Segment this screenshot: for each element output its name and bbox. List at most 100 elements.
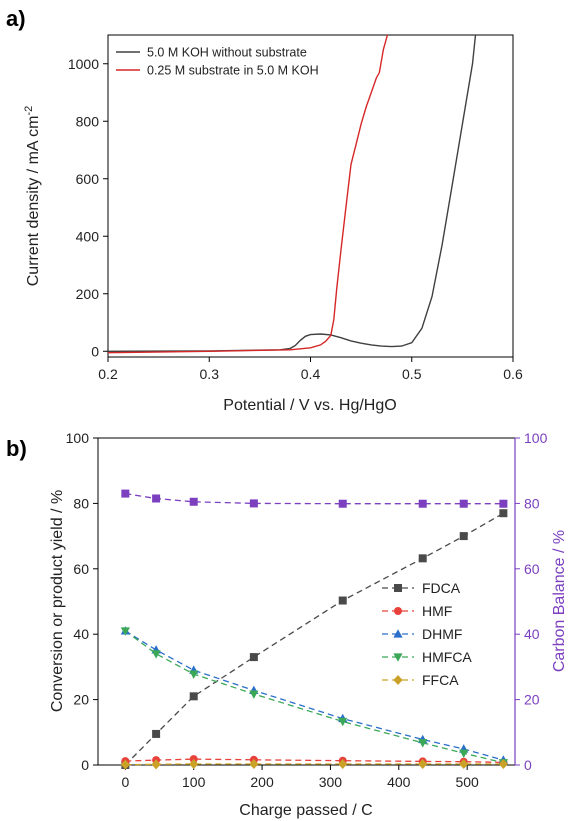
series-points-dhmf xyxy=(120,626,508,764)
x-tick-label: 0 xyxy=(121,774,129,790)
y-tick-label: 20 xyxy=(73,692,89,708)
data-point-ffca xyxy=(120,759,130,770)
x-tick-label: 200 xyxy=(250,774,274,790)
panel-b-right-y-label: Carbon Balance / % xyxy=(551,530,568,672)
y-tick-label: 80 xyxy=(73,495,89,511)
panel-a-y-ticks: 0 200 400 600 800 1000 xyxy=(68,56,108,359)
data-point-hmfca xyxy=(418,739,428,748)
x-tick-label: 0.5 xyxy=(402,366,422,382)
x-tick-label: 300 xyxy=(319,774,343,790)
y-tick-label: 200 xyxy=(76,286,100,302)
data-point-hmfca xyxy=(189,670,199,679)
right-y-tick-label: 40 xyxy=(524,626,540,642)
data-point-carbon-balance xyxy=(152,494,161,503)
series-line-ffca xyxy=(125,763,504,766)
x-tick-label: 500 xyxy=(455,774,479,790)
series-line-dhmf xyxy=(124,630,504,761)
data-point-carbon-balance xyxy=(121,489,130,498)
data-point-hmfca xyxy=(459,749,469,759)
x-tick-label: 0.3 xyxy=(200,366,220,382)
panel-a-y-label-sup: -2 xyxy=(23,106,35,116)
series-line-hmf xyxy=(125,758,504,764)
series-line-0-25-m-substrate-in-5-0-m-koh xyxy=(107,34,389,354)
panel-b-series xyxy=(120,489,508,770)
legend-marker-ffca xyxy=(393,675,403,685)
x-tick-label: 0.4 xyxy=(301,366,321,382)
data-point-fdca xyxy=(189,692,198,701)
y-tick-label: 400 xyxy=(76,228,100,244)
right-y-tick-label: 100 xyxy=(524,430,548,446)
legend-label-0-25-m-substrate-in-5-0-m-koh: 0.25 M substrate in 5.0 M KOH xyxy=(147,64,319,78)
series-line-hmfca xyxy=(124,630,504,764)
data-point-carbon-balance xyxy=(338,499,347,508)
series-line-fdca xyxy=(124,512,504,766)
legend-marker-hmfca xyxy=(393,653,403,662)
data-point-carbon-balance xyxy=(418,499,427,508)
panel-a-y-label: Current density / mA cm-2 xyxy=(23,106,42,287)
panel-b-y-label: Conversion or product yield / % xyxy=(49,490,66,712)
panel-a-x-ticks: 0.2 0.3 0.4 0.5 0.6 xyxy=(98,357,523,382)
y-tick-label: 1000 xyxy=(68,56,99,72)
y-tick-label: 60 xyxy=(73,561,89,577)
legend-label-hmfca: HMFCA xyxy=(422,649,472,665)
y-tick-label: 0 xyxy=(91,343,99,359)
legend-label-hmf: HMF xyxy=(422,603,452,619)
legend-label-5-0-m-koh-without-substrate: 5.0 M KOH without substrate xyxy=(147,46,307,60)
panel-b-plot-frame xyxy=(97,437,516,766)
panel-b-y-ticks: 0 20 40 60 80 100 xyxy=(66,430,98,773)
panel-a-x-label: Potential / V vs. Hg/HgO xyxy=(223,397,396,414)
panel-b-label: b) xyxy=(6,436,27,461)
data-point-ffca xyxy=(151,759,161,770)
legend-marker-dhmf xyxy=(393,629,403,638)
panel-a-legend: 5.0 M KOH without substrate 0.25 M substr… xyxy=(116,46,319,78)
data-point-hmfca xyxy=(249,690,259,699)
data-point-carbon-balance xyxy=(249,499,258,508)
data-point-hmfca xyxy=(151,650,161,659)
x-tick-label: 0.6 xyxy=(503,366,523,382)
right-y-tick-label: 80 xyxy=(524,495,540,511)
series-points-ffca xyxy=(120,759,508,770)
legend-label-fdca: FDCA xyxy=(422,580,461,596)
panel-a-plot-frame xyxy=(107,34,514,358)
data-point-fdca xyxy=(338,596,347,605)
y-tick-label: 40 xyxy=(73,626,89,642)
series-line-5-0-m-koh-without-substrate xyxy=(107,34,477,352)
right-y-tick-label: 60 xyxy=(524,561,540,577)
data-point-carbon-balance xyxy=(189,497,198,506)
panel-b-x-ticks: 0 100 200 300 400 500 xyxy=(121,765,479,790)
panel-b: b) 0 100 200 300 400 500 0 20 40 60 80 100 0 20 40 60… xyxy=(6,430,568,819)
data-point-ffca xyxy=(459,759,469,770)
series-points-hmfca xyxy=(120,627,508,768)
panel-b-legend: FDCA HMF DHMF HMFCA FFCA xyxy=(382,580,472,688)
legend-label-ffca: FFCA xyxy=(422,672,459,688)
data-point-fdca xyxy=(499,509,508,518)
panel-a: a) 0.2 0.3 0.4 0.5 0.6 0 200 400 600 800 1000 Pot… xyxy=(6,6,523,414)
data-point-fdca xyxy=(459,532,468,541)
legend-marker-fdca xyxy=(394,584,402,592)
y-tick-label: 800 xyxy=(76,113,100,129)
panel-a-series xyxy=(107,34,477,354)
x-tick-label: 0.2 xyxy=(98,366,118,382)
legend-marker-hmf xyxy=(394,607,402,615)
data-point-ffca xyxy=(249,759,259,770)
panel-a-label: a) xyxy=(6,6,26,31)
y-tick-label: 0 xyxy=(81,757,89,773)
data-point-hmfca xyxy=(120,627,130,636)
data-point-hmfca xyxy=(338,717,348,727)
data-point-carbon-balance xyxy=(499,499,508,508)
data-point-ffca xyxy=(418,759,428,770)
data-point-fdca xyxy=(152,729,161,738)
data-point-ffca xyxy=(189,759,199,770)
y-tick-label: 100 xyxy=(66,430,90,446)
data-point-fdca xyxy=(418,554,427,563)
panel-b-x-label: Charge passed / C xyxy=(239,802,372,819)
x-tick-label: 100 xyxy=(182,774,206,790)
panel-b-right-y-ticks: 0 20 40 60 80 100 xyxy=(515,430,548,773)
panel-a-y-label-main: Current density / mA cm xyxy=(25,116,42,287)
y-tick-label: 600 xyxy=(76,171,100,187)
right-y-tick-label: 20 xyxy=(524,692,540,708)
data-point-ffca xyxy=(338,759,348,770)
data-point-ffca xyxy=(498,759,508,770)
legend-label-dhmf: DHMF xyxy=(422,626,462,642)
